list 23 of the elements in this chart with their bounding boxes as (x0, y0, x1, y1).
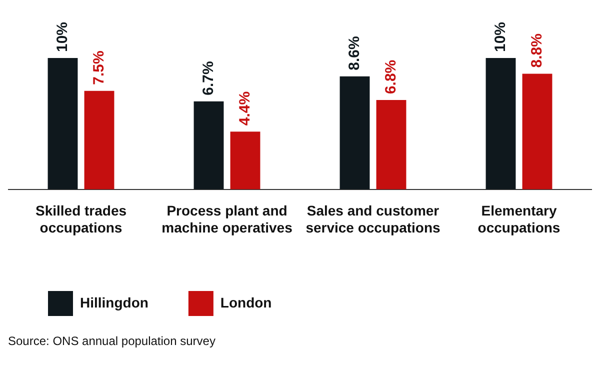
bar (376, 100, 406, 190)
data-label: 6.8% (382, 60, 400, 94)
bar (230, 132, 260, 190)
x-tick-label: Elementary occupations (478, 202, 560, 236)
data-label: 4.4% (236, 91, 254, 126)
data-label: 10% (492, 22, 509, 52)
bar (194, 101, 224, 190)
bar (48, 58, 78, 190)
data-label: 7.5% (90, 50, 108, 85)
x-tick-label: Process plant and machine operatives (162, 202, 293, 236)
bar (486, 58, 516, 190)
data-label: 6.7% (200, 61, 217, 96)
bar (340, 76, 370, 190)
x-tick-label: Sales and customer service occupations (306, 202, 441, 236)
bar (84, 90, 114, 190)
data-label: 10% (54, 22, 71, 52)
data-label: 8.8% (528, 34, 546, 68)
legend-label: London (220, 294, 272, 310)
source-note: Source: ONS annual population survey (8, 334, 216, 348)
legend-label: Hillingdon (80, 294, 148, 310)
x-tick-label: Skilled trades occupations (35, 202, 127, 236)
bar (522, 74, 552, 190)
data-label: 8.6% (346, 36, 363, 70)
